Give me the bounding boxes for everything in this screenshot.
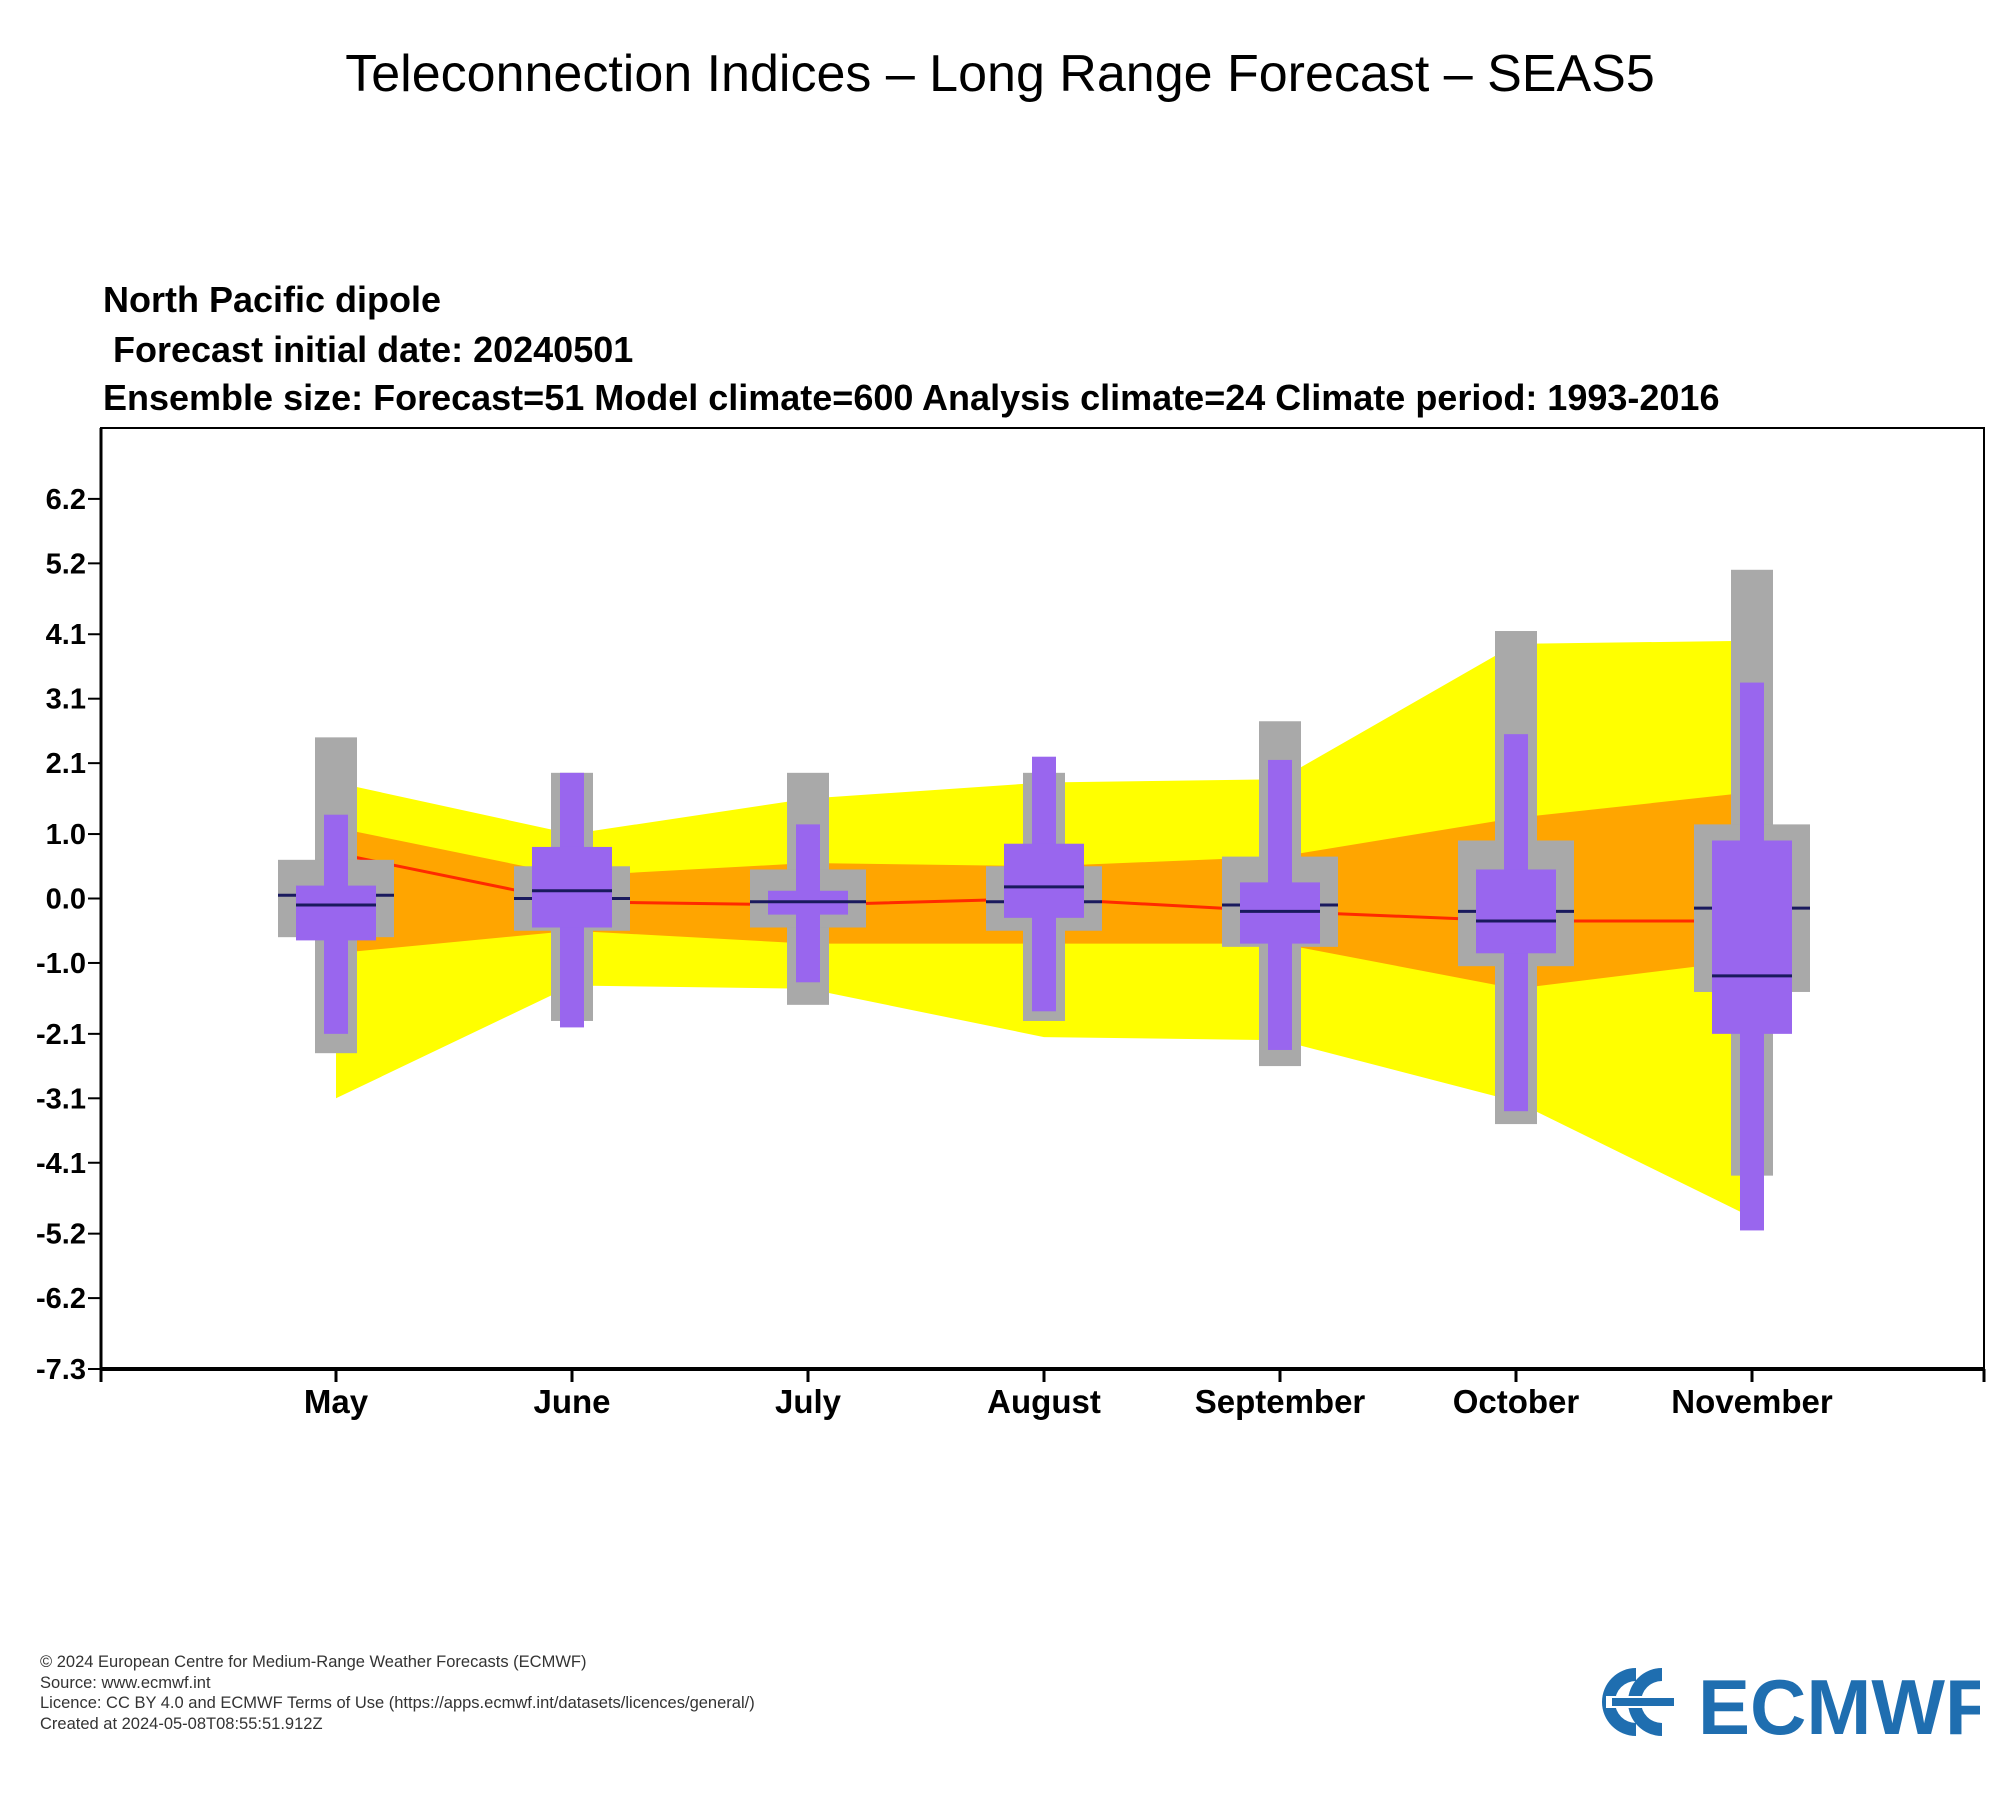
forecast-box: [1712, 840, 1792, 1034]
forecast-box: [296, 885, 376, 941]
x-axis: May June July August September October Novembe…: [99, 1369, 1986, 1420]
y-tick-label: -1.0: [36, 948, 86, 980]
ecmwf-logo-mark: [1601, 1668, 1676, 1736]
chart-subtitle-index: North Pacific dipole: [103, 279, 441, 320]
y-tick-label: 5.2: [46, 548, 86, 580]
y-tick-label: -4.1: [36, 1148, 86, 1180]
y-tick-label: -2.1: [36, 1019, 86, 1051]
footer-source: Source: www.ecmwf.int: [40, 1673, 211, 1692]
y-tick-label: 6.2: [46, 484, 86, 516]
forecast-box: [532, 846, 612, 928]
forecast-box: [1004, 843, 1084, 918]
y-tick-label: -7.3: [36, 1354, 86, 1386]
x-tick-label-august: August: [987, 1383, 1101, 1420]
chart-subtitle-init-date: Forecast initial date: 20240501: [113, 329, 633, 370]
forecast-box: [1240, 882, 1320, 944]
forecast-box: [1476, 869, 1556, 954]
box-group-october: [1458, 631, 1574, 1125]
box-group-august: [986, 756, 1102, 1021]
box-group-november: [1694, 569, 1810, 1231]
box-group-may: [278, 737, 394, 1054]
chart-subtitle-ensemble: Ensemble size: Forecast=51 Model climate…: [103, 377, 1719, 418]
y-tick-label: 1.0: [46, 819, 86, 851]
box-group-july: [750, 772, 866, 1005]
footer: © 2024 European Centre for Medium-Range …: [40, 1652, 755, 1734]
y-tick-label: 4.1: [46, 619, 86, 651]
footer-created: Created at 2024-05-08T08:55:51.912Z: [40, 1714, 323, 1733]
y-tick-label: -6.2: [36, 1283, 86, 1315]
y-axis: 6.2 5.2 4.1 3.1 2.1 1.0 0.0 -1.0 -2.1 -3.1 -4.1 -5.…: [36, 484, 101, 1386]
x-tick-label-november: November: [1671, 1383, 1833, 1420]
y-tick-label: -5.2: [36, 1219, 86, 1251]
y-tick-label: 2.1: [46, 748, 86, 780]
x-tick-label-july: July: [775, 1383, 842, 1420]
box-group-september: [1222, 721, 1338, 1067]
x-tick-label-september: September: [1195, 1383, 1366, 1420]
x-tick-label-may: May: [304, 1383, 369, 1420]
y-tick-label: 0.0: [46, 884, 86, 916]
x-tick-label-october: October: [1453, 1383, 1580, 1420]
ecmwf-logo-text: ECMWF: [1698, 1663, 1980, 1742]
box-plots: [278, 569, 1810, 1231]
box-group-june: [514, 772, 630, 1028]
footer-licence: Licence: CC BY 4.0 and ECMWF Terms of Us…: [40, 1694, 755, 1712]
x-tick-label-june: June: [533, 1383, 610, 1420]
footer-copyright: © 2024 European Centre for Medium-Range …: [40, 1653, 587, 1671]
y-tick-label: 3.1: [46, 684, 86, 716]
page-title: Teleconnection Indices – Long Range Fore…: [345, 45, 1655, 103]
y-tick-label: -3.1: [36, 1083, 86, 1115]
ecmwf-logo: ECMWF: [1601, 1663, 1980, 1742]
